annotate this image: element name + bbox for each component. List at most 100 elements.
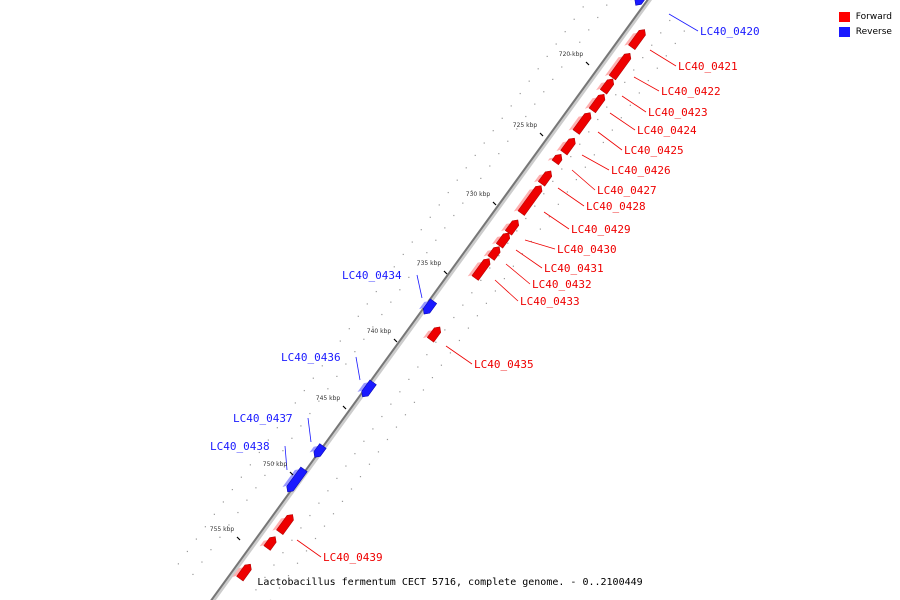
tick-dot bbox=[368, 463, 371, 465]
gene-label[interactable]: LC40_0432 bbox=[532, 278, 592, 291]
gene-label[interactable]: LC40_0428 bbox=[586, 200, 646, 213]
tick-dot bbox=[476, 315, 479, 317]
tick-dot bbox=[312, 377, 314, 379]
tick-dot bbox=[404, 414, 407, 416]
gene-label[interactable]: LC40_0439 bbox=[323, 551, 383, 564]
tick-dot bbox=[413, 401, 416, 403]
tick-dot bbox=[186, 550, 188, 553]
tick-dot bbox=[611, 129, 613, 131]
tick-dot bbox=[573, 18, 575, 20]
gene-feature bbox=[630, 0, 648, 6]
scale-labels: 720 kbp 725 kbp 730 kbp 735 kbp 740 kbp 745 k… bbox=[210, 51, 590, 541]
gene-label[interactable]: LC40_0437 bbox=[233, 412, 293, 425]
tick-dot bbox=[273, 564, 275, 566]
tick-dot bbox=[561, 66, 563, 68]
tick-dot bbox=[282, 552, 284, 554]
tick-dot bbox=[570, 54, 572, 56]
tick-dot bbox=[588, 29, 590, 31]
legend-item-reverse: Reverse bbox=[838, 24, 892, 39]
tick-dot bbox=[395, 426, 398, 428]
gene-label[interactable]: LC40_0423 bbox=[648, 106, 708, 119]
tick-dot bbox=[377, 451, 380, 453]
gene-label[interactable]: LC40_0431 bbox=[544, 262, 604, 275]
gene-feature bbox=[423, 326, 442, 343]
legend-item-forward: Forward bbox=[838, 9, 892, 24]
gene-label[interactable]: LC40_0421 bbox=[678, 60, 738, 73]
gene-label[interactable]: LC40_0425 bbox=[624, 144, 684, 157]
tick-dot bbox=[519, 92, 521, 95]
tick-dot bbox=[516, 230, 518, 232]
gene-label[interactable]: LC40_0433 bbox=[520, 295, 580, 308]
tick-dot bbox=[597, 118, 599, 121]
feature-shadow bbox=[309, 446, 318, 453]
tick-dot bbox=[249, 464, 251, 466]
tick-dot bbox=[465, 167, 467, 169]
gene-feature-unlabeled bbox=[259, 536, 277, 551]
tick-dot bbox=[447, 191, 449, 194]
gene-label[interactable]: LC40_0435 bbox=[474, 358, 534, 371]
leader-line bbox=[284, 445, 288, 471]
tick-dot bbox=[492, 130, 494, 132]
tick-dot bbox=[282, 450, 284, 452]
feature-arrow bbox=[236, 563, 252, 582]
gene-label[interactable]: LC40_0420 bbox=[700, 25, 760, 38]
tick-dot bbox=[525, 217, 527, 220]
feature-shadow bbox=[624, 32, 638, 46]
tick-dot bbox=[471, 292, 473, 294]
scale-label: 730 kbp bbox=[466, 191, 491, 198]
scale-label: 750 kbp bbox=[263, 461, 288, 468]
tick-dot bbox=[330, 352, 332, 355]
gene-label[interactable]: LC40_0438 bbox=[210, 440, 270, 453]
tick-dot bbox=[255, 589, 257, 591]
leader-line bbox=[296, 539, 322, 558]
tick-dot bbox=[372, 326, 374, 328]
gene-label[interactable]: LC40_0434 bbox=[342, 269, 402, 282]
gene-feature bbox=[596, 78, 615, 95]
tick-dot bbox=[195, 538, 197, 540]
tick-dot bbox=[444, 227, 446, 229]
tick-dot bbox=[357, 315, 359, 317]
gene-label[interactable]: LC40_0426 bbox=[611, 164, 671, 177]
gene-label[interactable]: LC40_0430 bbox=[557, 243, 617, 256]
gene-label[interactable]: LC40_0427 bbox=[597, 184, 657, 197]
gene-label[interactable]: LC40_0422 bbox=[661, 85, 721, 98]
tick-dot bbox=[566, 191, 568, 193]
tick-dot bbox=[345, 363, 347, 365]
gene-label[interactable]: LC40_0424 bbox=[637, 124, 697, 137]
leader-line bbox=[543, 211, 570, 230]
tick-dot bbox=[177, 563, 179, 565]
gene-feature bbox=[556, 137, 576, 156]
gene-features bbox=[232, 0, 648, 582]
tick-dot bbox=[539, 228, 541, 230]
tick-dot bbox=[579, 143, 581, 145]
scale-label: 720 kbp bbox=[559, 51, 584, 58]
tick-dot bbox=[354, 351, 356, 353]
tick-dot bbox=[557, 203, 559, 205]
tick-dot bbox=[354, 453, 356, 455]
feature-arrow bbox=[286, 466, 308, 493]
tick-dot bbox=[534, 103, 536, 105]
gene-label[interactable]: LC40_0429 bbox=[571, 223, 631, 236]
tick-dot bbox=[300, 425, 302, 427]
tick-dot bbox=[485, 302, 488, 304]
gene-label[interactable]: LC40_0436 bbox=[281, 351, 341, 364]
tick-dot bbox=[555, 43, 557, 45]
feature-shadow bbox=[596, 82, 606, 91]
tick-dot bbox=[332, 513, 335, 515]
tick-dot bbox=[303, 389, 305, 392]
feature-arrow bbox=[313, 443, 327, 458]
tick-dot bbox=[300, 527, 302, 529]
gene-feature bbox=[492, 232, 511, 249]
gene-feature bbox=[467, 258, 491, 281]
feature-shadow bbox=[556, 141, 568, 151]
tick-dot bbox=[246, 499, 248, 501]
tick-dot bbox=[548, 216, 550, 218]
scale-label: 725 kbp bbox=[513, 122, 538, 129]
gene-feature bbox=[357, 379, 377, 398]
tick-dot bbox=[336, 375, 338, 378]
tick-dot bbox=[296, 562, 299, 564]
tick-dot bbox=[543, 91, 545, 93]
tick-dot bbox=[429, 216, 431, 218]
tick-dot bbox=[651, 44, 653, 46]
tick-dot bbox=[642, 57, 644, 59]
